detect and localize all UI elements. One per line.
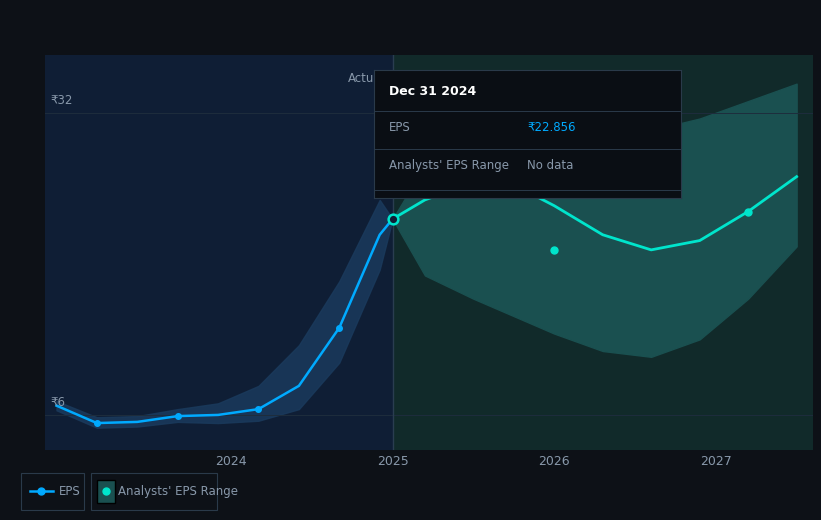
Bar xyxy=(392,55,813,450)
Text: No data: No data xyxy=(528,159,574,172)
Text: Dec 31 2024: Dec 31 2024 xyxy=(389,85,476,98)
Text: Analysts' EPS Range: Analysts' EPS Range xyxy=(118,485,238,498)
Text: ₹6: ₹6 xyxy=(50,396,65,409)
FancyBboxPatch shape xyxy=(97,479,115,503)
Text: ₹22.856: ₹22.856 xyxy=(528,121,576,134)
Text: Analysts' EPS Range: Analysts' EPS Range xyxy=(389,159,509,172)
Text: Actual: Actual xyxy=(347,72,384,85)
Text: Analysts Forecasts: Analysts Forecasts xyxy=(406,72,516,85)
Text: EPS: EPS xyxy=(389,121,410,134)
Text: ₹32: ₹32 xyxy=(50,94,72,107)
Text: EPS: EPS xyxy=(59,485,81,498)
Bar xyxy=(45,55,392,450)
